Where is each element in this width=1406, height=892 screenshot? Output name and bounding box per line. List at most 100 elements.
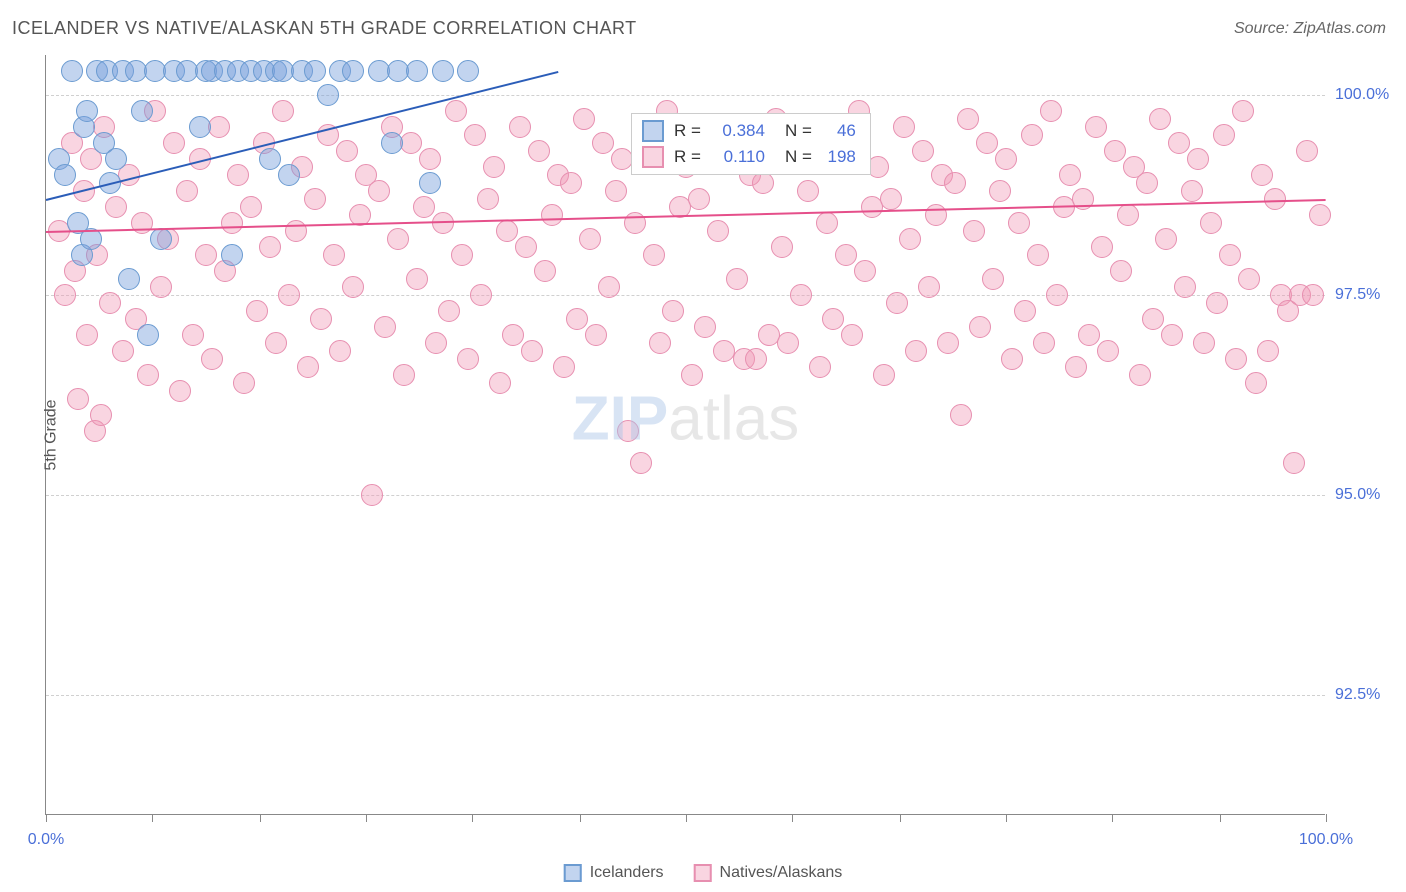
scatter-point: [317, 84, 339, 106]
x-tick: [366, 814, 367, 822]
scatter-point: [457, 348, 479, 370]
scatter-point: [265, 332, 287, 354]
legend-row: R =0.384N =46: [642, 118, 860, 144]
scatter-point: [112, 340, 134, 362]
scatter-point: [381, 132, 403, 154]
scatter-point: [976, 132, 998, 154]
scatter-point: [1238, 268, 1260, 290]
scatter-point: [592, 132, 614, 154]
scatter-point: [278, 164, 300, 186]
scatter-point: [1161, 324, 1183, 346]
scatter-point: [502, 324, 524, 346]
scatter-point: [285, 220, 307, 242]
scatter-point: [368, 180, 390, 202]
scatter-point: [1168, 132, 1190, 154]
scatter-point: [880, 188, 902, 210]
scatter-point: [1155, 228, 1177, 250]
x-tick: [472, 814, 473, 822]
watermark-zip: ZIP: [572, 385, 668, 454]
scatter-point: [1142, 308, 1164, 330]
scatter-point: [182, 324, 204, 346]
scatter-point: [816, 212, 838, 234]
scatter-point: [137, 364, 159, 386]
scatter-point: [1085, 116, 1107, 138]
x-tick-label: 100.0%: [1299, 831, 1353, 849]
legend-n-value: 198: [816, 147, 856, 167]
scatter-point: [611, 148, 633, 170]
scatter-point: [272, 100, 294, 122]
scatter-point: [1110, 260, 1132, 282]
scatter-point: [1187, 148, 1209, 170]
scatter-point: [790, 284, 812, 306]
scatter-point: [451, 244, 473, 266]
scatter-point: [1149, 108, 1171, 130]
x-tick: [1326, 814, 1327, 822]
scatter-point: [169, 380, 191, 402]
scatter-point: [1283, 452, 1305, 474]
scatter-point: [90, 404, 112, 426]
scatter-point: [1097, 340, 1119, 362]
scatter-point: [541, 204, 563, 226]
y-tick-label: 92.5%: [1335, 686, 1395, 704]
scatter-point: [477, 188, 499, 210]
scatter-point: [374, 316, 396, 338]
scatter-point: [259, 148, 281, 170]
x-tick-label: 0.0%: [28, 831, 64, 849]
scatter-point: [304, 60, 326, 82]
scatter-point: [771, 236, 793, 258]
scatter-point: [912, 140, 934, 162]
legend-r-value: 0.110: [705, 147, 765, 167]
scatter-point: [457, 60, 479, 82]
scatter-point: [797, 180, 819, 202]
scatter-point: [221, 212, 243, 234]
scatter-point: [496, 220, 518, 242]
watermark: ZIPatlas: [572, 384, 799, 455]
scatter-point: [969, 316, 991, 338]
x-tick: [260, 814, 261, 822]
scatter-point: [76, 100, 98, 122]
scatter-point: [662, 300, 684, 322]
scatter-point: [560, 172, 582, 194]
scatter-point: [105, 148, 127, 170]
scatter-point: [937, 332, 959, 354]
bottom-legend: IcelandersNatives/Alaskans: [564, 864, 843, 882]
scatter-point: [259, 236, 281, 258]
scatter-point: [233, 372, 255, 394]
scatter-point: [208, 116, 230, 138]
scatter-point: [957, 108, 979, 130]
scatter-point: [438, 300, 460, 322]
scatter-point: [1264, 188, 1286, 210]
scatter-point: [950, 404, 972, 426]
scatter-point: [809, 356, 831, 378]
bottom-legend-label: Natives/Alaskans: [720, 864, 843, 882]
scatter-point: [605, 180, 627, 202]
scatter-point: [246, 300, 268, 322]
scatter-point: [573, 108, 595, 130]
scatter-point: [989, 180, 1011, 202]
legend-swatch: [642, 120, 664, 142]
scatter-point: [1129, 364, 1151, 386]
scatter-point: [630, 452, 652, 474]
scatter-point: [726, 268, 748, 290]
grid-line: [46, 295, 1325, 296]
scatter-point: [432, 60, 454, 82]
scatter-point: [521, 340, 543, 362]
scatter-point: [1219, 244, 1241, 266]
scatter-point: [1174, 276, 1196, 298]
y-tick-label: 97.5%: [1335, 286, 1395, 304]
x-tick: [1006, 814, 1007, 822]
scatter-point: [419, 148, 441, 170]
scatter-point: [1001, 348, 1023, 370]
x-tick: [1112, 814, 1113, 822]
bottom-legend-swatch: [564, 864, 582, 882]
scatter-point: [163, 132, 185, 154]
scatter-point: [886, 292, 908, 314]
scatter-point: [1225, 348, 1247, 370]
scatter-point: [201, 348, 223, 370]
scatter-point: [1059, 164, 1081, 186]
scatter-point: [297, 356, 319, 378]
scatter-point: [1257, 340, 1279, 362]
scatter-point: [310, 308, 332, 330]
scatter-point: [240, 196, 262, 218]
scatter-point: [1302, 284, 1324, 306]
